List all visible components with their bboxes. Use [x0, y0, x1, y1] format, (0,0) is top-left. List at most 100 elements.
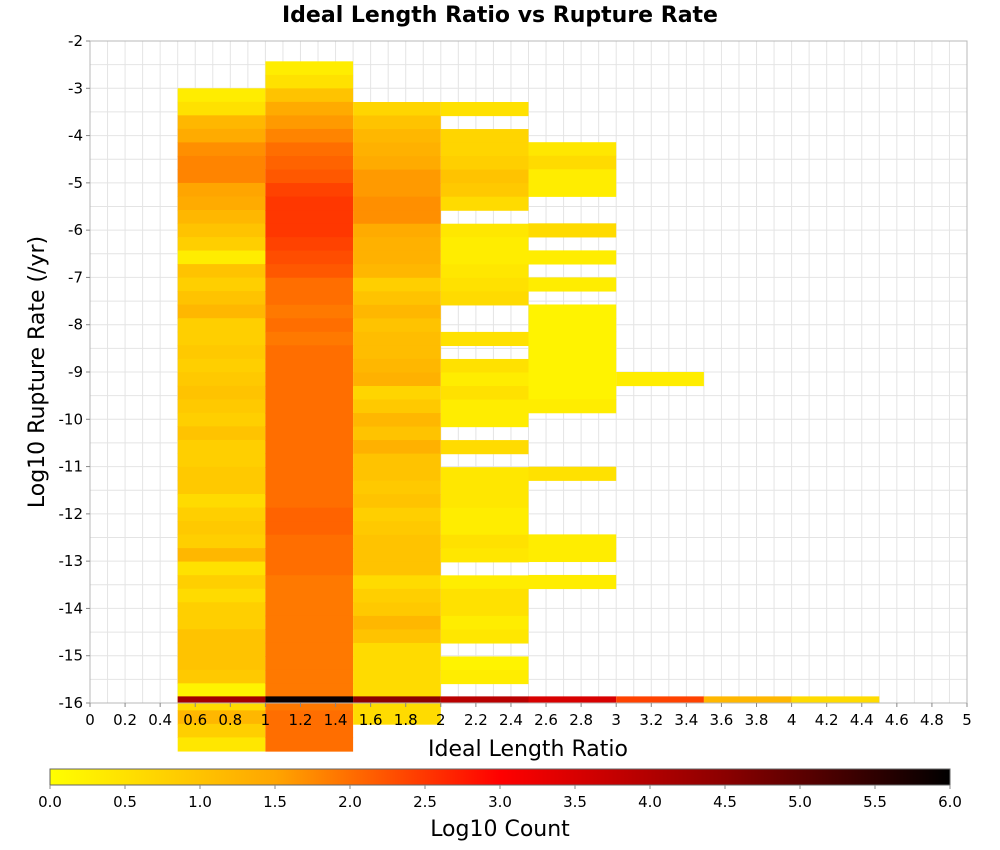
- heatmap-cell: [440, 413, 529, 428]
- heatmap-cell: [177, 209, 266, 225]
- heatmap-cell: [528, 399, 617, 414]
- heatmap-cell: [528, 155, 617, 170]
- heatmap-cell: [177, 277, 266, 292]
- y-tick-label: -5: [68, 174, 83, 192]
- heatmap-cell: [177, 264, 266, 279]
- x-tick-label: 3.6: [710, 711, 734, 729]
- heatmap-cell: [440, 331, 529, 347]
- heatmap-cell: [440, 264, 529, 279]
- heatmap-cell: [440, 358, 529, 374]
- heatmap-cell: [440, 507, 529, 522]
- heatmap-cell: [177, 345, 266, 360]
- heatmap-cell: [528, 345, 617, 360]
- colorbar-tick-label: 0.0: [38, 793, 62, 811]
- heatmap-cell: [353, 453, 441, 468]
- heatmap-cell: [440, 277, 529, 292]
- heatmap-cell: [177, 521, 266, 536]
- heatmap-cell: [353, 291, 441, 306]
- heatmap-cell: [177, 737, 266, 752]
- y-tick-label: -9: [68, 363, 83, 381]
- heatmap-cell: [353, 480, 441, 495]
- heatmap-cell: [265, 318, 354, 333]
- heatmap-cell: [265, 575, 354, 590]
- colorbar-tick-label: 4.0: [638, 793, 662, 811]
- heatmap-cell: [177, 466, 266, 482]
- y-tick-label: -8: [68, 316, 83, 334]
- chart-title: Ideal Length Ratio vs Rupture Rate: [282, 3, 718, 28]
- heatmap-cell: [353, 494, 441, 509]
- heatmap-cell: [528, 142, 617, 157]
- x-tick-label: 4.6: [885, 711, 909, 729]
- x-tick-label: 3.4: [674, 711, 698, 729]
- heatmap-cell: [353, 183, 441, 198]
- heatmap-cell: [265, 250, 354, 265]
- heatmap-cell: [265, 61, 354, 76]
- heatmap-cell: [353, 467, 441, 482]
- heatmap-cell: [177, 710, 266, 725]
- heatmap-cell: [353, 318, 441, 333]
- heatmap-cell: [177, 723, 266, 739]
- heatmap-cell: [265, 642, 354, 657]
- y-tick-label: -2: [68, 32, 83, 50]
- heatmap-cell: [353, 399, 441, 414]
- heatmap-cell: [440, 169, 529, 184]
- y-tick-label: -14: [59, 599, 84, 617]
- y-tick-label: -10: [59, 410, 84, 428]
- y-tick-label: -16: [59, 694, 84, 712]
- heatmap-cell: [353, 196, 441, 211]
- heatmap-cell: [440, 399, 529, 414]
- heatmap-cell: [177, 696, 266, 703]
- heatmap-cell: [528, 574, 617, 590]
- heatmap-cell: [353, 129, 441, 144]
- x-tick-label: 0.2: [113, 711, 137, 729]
- heatmap-cell: [265, 426, 354, 441]
- x-tick-label: 2.4: [499, 711, 523, 729]
- heatmap-cell: [440, 142, 529, 157]
- heatmap-cell: [528, 372, 617, 387]
- heatmap-cell: [177, 426, 266, 441]
- colorbar-tick-label: 3.0: [488, 793, 512, 811]
- colorbar-tick-label: 6.0: [938, 793, 962, 811]
- heatmap-cell: [440, 196, 529, 211]
- heatmap-cell: [353, 548, 441, 563]
- heatmap-cell: [440, 183, 529, 198]
- heatmap-cell: [353, 210, 441, 225]
- heatmap-cell: [177, 629, 266, 644]
- heatmap-cell: [177, 548, 266, 563]
- heatmap-cell: [353, 642, 441, 658]
- y-axis-label: Log10 Rupture Rate (/yr): [25, 236, 50, 508]
- x-tick-label: 0: [85, 711, 95, 729]
- x-tick-label: 2.6: [534, 711, 558, 729]
- heatmap-cell: [265, 345, 354, 360]
- heatmap-cell: [353, 304, 441, 319]
- x-tick-label: 0.8: [218, 711, 242, 729]
- heatmap-cell: [265, 602, 354, 617]
- heatmap-cell: [353, 629, 441, 644]
- x-axis-label: Ideal Length Ratio: [428, 737, 628, 762]
- heatmap-cell: [528, 277, 617, 292]
- heatmap-cell: [265, 358, 354, 373]
- heatmap-cell: [791, 696, 880, 703]
- heatmap-cell: [265, 521, 354, 536]
- heatmap-cell: [265, 169, 354, 184]
- heatmap-cell: [265, 507, 354, 522]
- heatmap-cell: [177, 493, 266, 509]
- heatmap-cell: [177, 480, 266, 495]
- heatmap-cell: [440, 575, 529, 590]
- heatmap-cell: [616, 696, 704, 703]
- heatmap-cell: [353, 710, 441, 725]
- x-tick-label: 1.8: [394, 711, 418, 729]
- colorbar-tick-label: 0.5: [113, 793, 137, 811]
- heatmap-cell: [528, 304, 617, 319]
- y-tick-label: -6: [68, 221, 83, 239]
- heatmap-cell: [440, 615, 529, 631]
- heatmap-cell: [177, 304, 266, 319]
- heatmap-cell: [177, 291, 266, 306]
- heatmap-cell: [440, 467, 529, 482]
- x-axis-ticks: 0 0.2 0.4 0.6 0.8 1 1.2 1.4 1.6 1.8 2 2.2 2.4 2.6 2.8 3…: [85, 703, 972, 729]
- heatmap-cell: [528, 250, 617, 265]
- heatmap-cell: [177, 169, 266, 184]
- heatmap-cell: [177, 588, 266, 603]
- heatmap-cell: [353, 534, 441, 549]
